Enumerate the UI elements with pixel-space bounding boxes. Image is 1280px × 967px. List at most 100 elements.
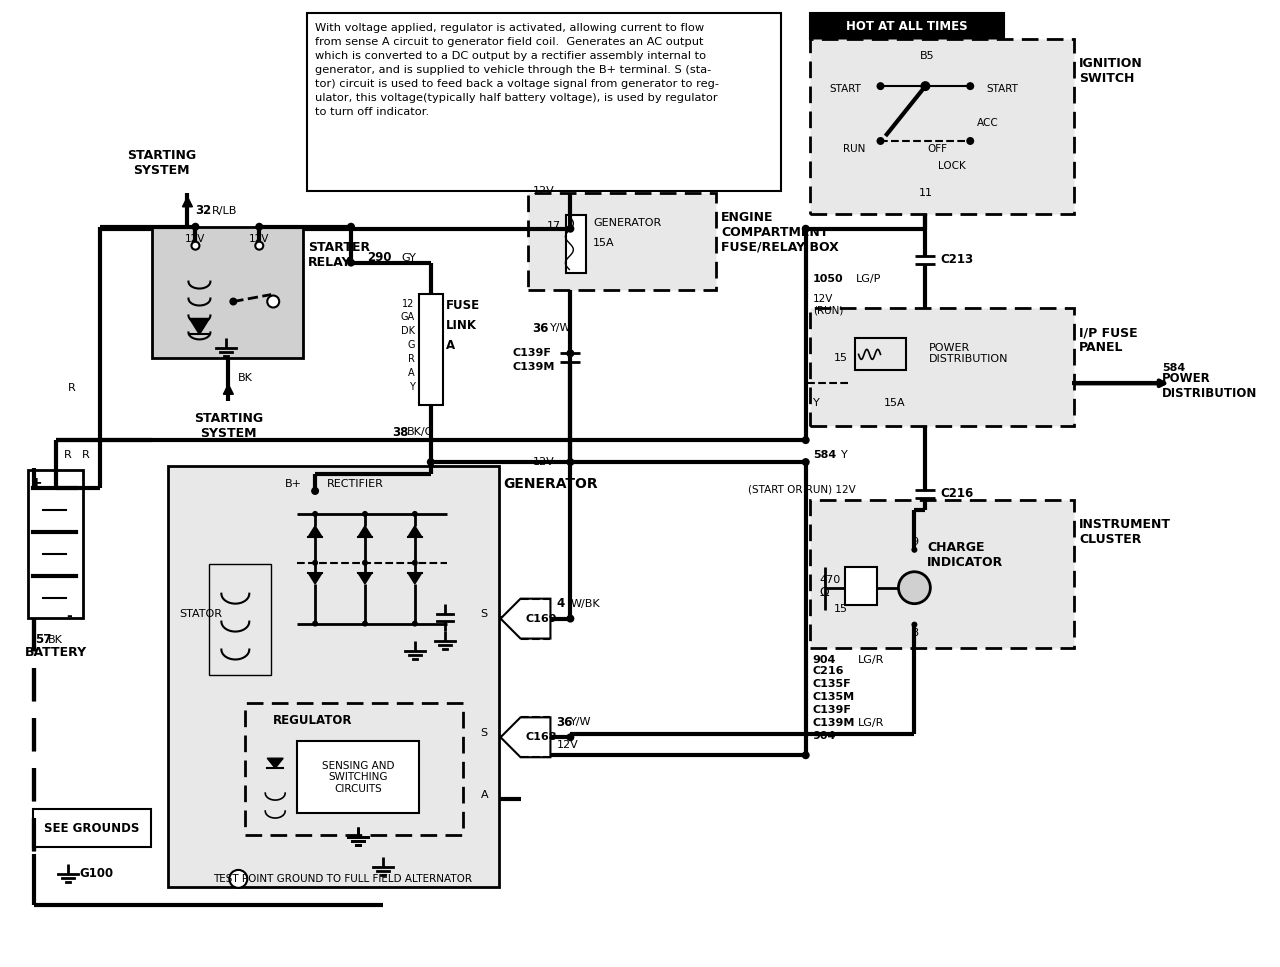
Circle shape: [566, 349, 575, 358]
Circle shape: [347, 222, 355, 231]
Text: Y: Y: [841, 450, 847, 460]
Polygon shape: [408, 526, 422, 537]
Bar: [33, 809, 151, 847]
Text: STARTING
SYSTEM: STARTING SYSTEM: [193, 412, 262, 440]
Text: START: START: [829, 84, 861, 94]
Circle shape: [255, 222, 264, 231]
Text: POWER
DISTRIBUTION: POWER DISTRIBUTION: [1162, 372, 1257, 400]
Polygon shape: [408, 572, 422, 584]
Polygon shape: [358, 526, 372, 537]
Text: BK: BK: [238, 373, 253, 383]
Circle shape: [801, 751, 810, 759]
Circle shape: [966, 82, 974, 90]
Circle shape: [801, 458, 810, 466]
Text: ENGINE
COMPARTMENT
FUSE/RELAY BOX: ENGINE COMPARTMENT FUSE/RELAY BOX: [721, 211, 838, 253]
Text: C135F: C135F: [813, 680, 851, 689]
Text: REGULATOR: REGULATOR: [273, 714, 353, 727]
Bar: [419, 294, 443, 405]
Circle shape: [920, 81, 931, 91]
Polygon shape: [500, 599, 550, 638]
Text: 36: 36: [557, 716, 572, 729]
Polygon shape: [358, 572, 372, 584]
Text: INSTRUMENT
CLUSTER: INSTRUMENT CLUSTER: [1079, 518, 1171, 546]
Text: DK: DK: [401, 327, 415, 337]
Bar: [810, 500, 1074, 648]
Text: HOT AT ALL TIMES: HOT AT ALL TIMES: [846, 19, 968, 33]
Circle shape: [566, 224, 575, 233]
Text: C216: C216: [941, 487, 974, 501]
Text: C135M: C135M: [813, 692, 855, 702]
Text: R: R: [64, 450, 72, 460]
Text: +: +: [31, 476, 42, 490]
Text: GENERATOR: GENERATOR: [503, 477, 598, 491]
Text: With voltage applied, regulator is activated, allowing current to flow
from sens: With voltage applied, regulator is activ…: [315, 23, 719, 117]
Text: 15A: 15A: [594, 238, 614, 248]
Circle shape: [311, 487, 319, 495]
Text: Y/W: Y/W: [571, 718, 591, 727]
Bar: [855, 338, 906, 370]
Circle shape: [192, 222, 200, 231]
Circle shape: [229, 298, 237, 306]
Circle shape: [362, 511, 367, 517]
Circle shape: [877, 137, 884, 145]
Bar: [297, 742, 419, 813]
Text: 12V: 12V: [250, 234, 270, 244]
Text: 470: 470: [819, 574, 841, 585]
Circle shape: [566, 458, 575, 466]
Circle shape: [801, 224, 810, 233]
Text: C139F: C139F: [512, 348, 552, 359]
Text: B+: B+: [285, 479, 302, 489]
Text: STARTER
RELAY: STARTER RELAY: [308, 241, 370, 269]
Bar: [151, 226, 303, 359]
Circle shape: [966, 137, 974, 145]
Text: A: A: [445, 338, 454, 352]
Circle shape: [566, 733, 575, 742]
Bar: [529, 192, 716, 289]
Text: BATTERY: BATTERY: [24, 646, 87, 659]
Polygon shape: [268, 758, 283, 768]
Text: 904: 904: [813, 731, 836, 742]
Circle shape: [312, 511, 319, 517]
Circle shape: [268, 296, 279, 308]
Text: Y: Y: [813, 398, 819, 408]
Circle shape: [269, 298, 278, 306]
Circle shape: [922, 82, 929, 90]
Text: LG/R: LG/R: [858, 718, 884, 728]
Text: 11: 11: [918, 188, 932, 198]
Text: 290: 290: [367, 251, 392, 264]
Bar: [246, 703, 462, 835]
Circle shape: [899, 571, 931, 603]
Text: C216: C216: [813, 666, 845, 677]
Polygon shape: [189, 318, 210, 335]
Text: CHARGE
INDICATOR: CHARGE INDICATOR: [928, 541, 1004, 569]
Text: STARTING
SYSTEM: STARTING SYSTEM: [127, 149, 196, 177]
Text: R/LB: R/LB: [211, 206, 237, 216]
Text: 15A: 15A: [883, 398, 905, 408]
Text: 584: 584: [813, 450, 836, 460]
Text: LOCK: LOCK: [938, 161, 966, 171]
Bar: [566, 215, 586, 273]
Polygon shape: [183, 197, 192, 207]
Text: 4: 4: [557, 598, 564, 610]
Text: 57: 57: [35, 633, 51, 646]
Text: ACC: ACC: [977, 118, 998, 128]
Text: IGNITION
SWITCH: IGNITION SWITCH: [1079, 57, 1143, 85]
Text: 584: 584: [1162, 364, 1185, 373]
Text: 12: 12: [402, 299, 415, 308]
Text: SENSING AND
SWITCHING
CIRCUITS: SENSING AND SWITCHING CIRCUITS: [321, 761, 394, 794]
Text: BK: BK: [47, 634, 63, 645]
Circle shape: [877, 82, 884, 90]
Text: LINK: LINK: [445, 319, 476, 332]
Circle shape: [911, 546, 918, 553]
Circle shape: [229, 870, 247, 888]
Text: 12V: 12V: [186, 234, 206, 244]
Text: W/BK: W/BK: [571, 599, 600, 608]
Text: 12V: 12V: [813, 294, 833, 304]
Text: 15: 15: [833, 353, 847, 364]
Text: C139M: C139M: [813, 718, 855, 728]
Circle shape: [192, 242, 200, 249]
Text: RECTIFIER: RECTIFIER: [328, 479, 384, 489]
Text: Ω: Ω: [819, 586, 829, 600]
Bar: [307, 14, 781, 190]
Polygon shape: [500, 718, 550, 757]
